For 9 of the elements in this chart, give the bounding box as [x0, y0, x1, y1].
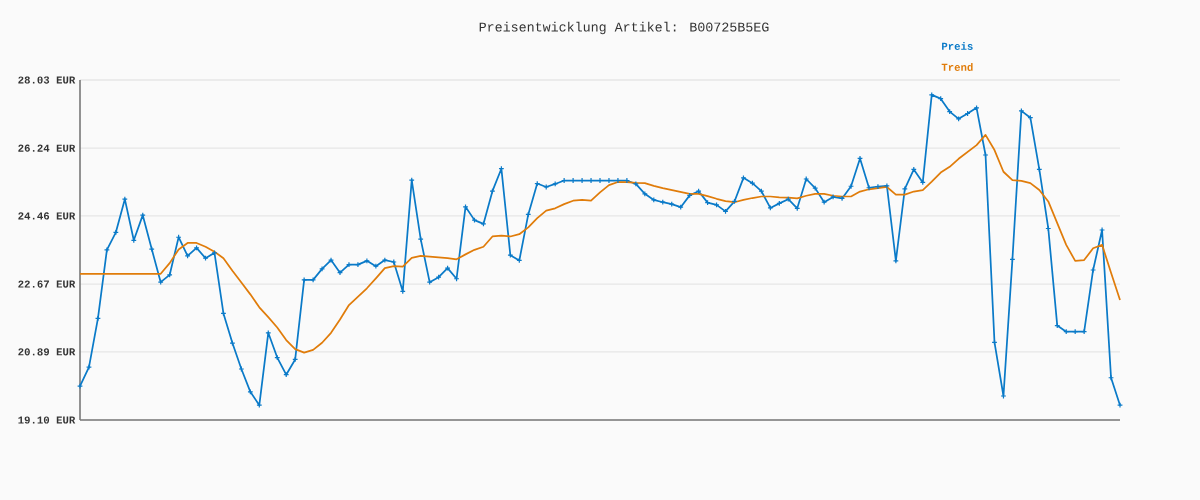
y-tick-label: 19.10 EUR: [18, 416, 76, 424]
y-tick-label: 22.67 EUR: [18, 280, 76, 288]
chart-title: Preisentwicklung Artikel: B00725B5EG: [479, 21, 769, 35]
y-tick-label: 24.46 EUR: [18, 212, 76, 220]
y-tick-label: 28.03 EUR: [18, 76, 76, 84]
text: Trend: [941, 63, 973, 71]
text: Preis: [942, 42, 973, 50]
y-tick-label: 20.89 EUR: [18, 348, 76, 356]
y-tick-label: 26.24 EUR: [18, 144, 76, 152]
